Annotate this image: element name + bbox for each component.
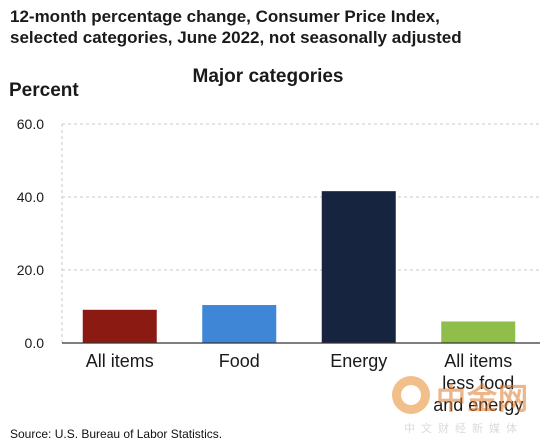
x-tick-label: less food (442, 373, 514, 393)
x-tick-label: Food (219, 351, 260, 371)
bar (82, 309, 157, 343)
y-tick-label: 40.0 (17, 189, 44, 205)
bar (202, 305, 277, 343)
x-tick-label: and energy (433, 395, 523, 415)
watermark-brand: 中金网 (436, 382, 529, 417)
y-tick-label: 60.0 (17, 116, 44, 132)
source-note: Source: U.S. Bureau of Labor Statistics. (10, 427, 223, 441)
bar (441, 321, 516, 343)
watermark-tagline: 中文财经新媒体 (404, 422, 523, 435)
watermark-logo-icon (392, 376, 430, 414)
x-tick-label: All items (444, 351, 512, 371)
y-axis-label: Percent (9, 80, 79, 101)
bar (321, 191, 396, 343)
title-line-2: selected categories, June 2022, not seas… (10, 28, 462, 47)
chart-title: Major categories (193, 66, 344, 87)
title-line-1: 12-month percentage change, Consumer Pri… (10, 7, 440, 26)
chart-figure-title: 12-month percentage change, Consumer Pri… (10, 6, 540, 48)
y-tick-label: 20.0 (17, 262, 44, 278)
x-tick-label: Energy (330, 351, 387, 371)
y-tick-label: 0.0 (25, 335, 45, 351)
x-tick-label: All items (86, 351, 154, 371)
watermark: 中金网 中文财经新媒体 (392, 372, 547, 442)
